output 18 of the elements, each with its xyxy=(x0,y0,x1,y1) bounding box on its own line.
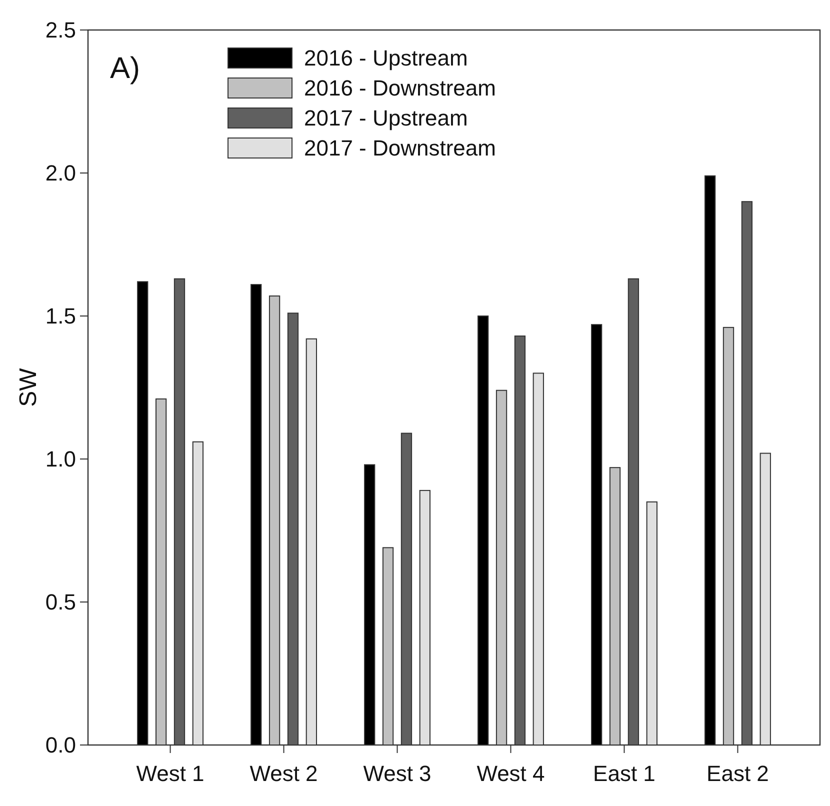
legend-label: 2016 - Upstream xyxy=(304,46,468,71)
x-tick-label: West 1 xyxy=(136,761,204,786)
y-tick-label: 2.5 xyxy=(45,18,76,43)
x-tick-label: West 4 xyxy=(476,761,545,786)
legend-label: 2016 - Downstream xyxy=(304,76,496,101)
y-tick-label: 1.5 xyxy=(45,304,76,329)
y-tick-label: 1.0 xyxy=(45,446,76,472)
y-tick-label: 0.5 xyxy=(45,590,76,615)
x-tick-label: East 1 xyxy=(593,761,656,786)
y-tick-label: 2.0 xyxy=(45,160,76,186)
annotation: A) xyxy=(110,52,140,85)
x-tick-label: East 2 xyxy=(706,761,769,786)
x-tick-label: West 2 xyxy=(250,761,318,786)
legend-label: 2017 - Upstream xyxy=(304,106,468,131)
y-axis-title: SW xyxy=(15,368,42,407)
legend-label: 2017 - Downstream xyxy=(304,136,496,161)
y-tick-label: 0.0 xyxy=(45,732,76,758)
x-tick-label: West 3 xyxy=(363,761,432,786)
